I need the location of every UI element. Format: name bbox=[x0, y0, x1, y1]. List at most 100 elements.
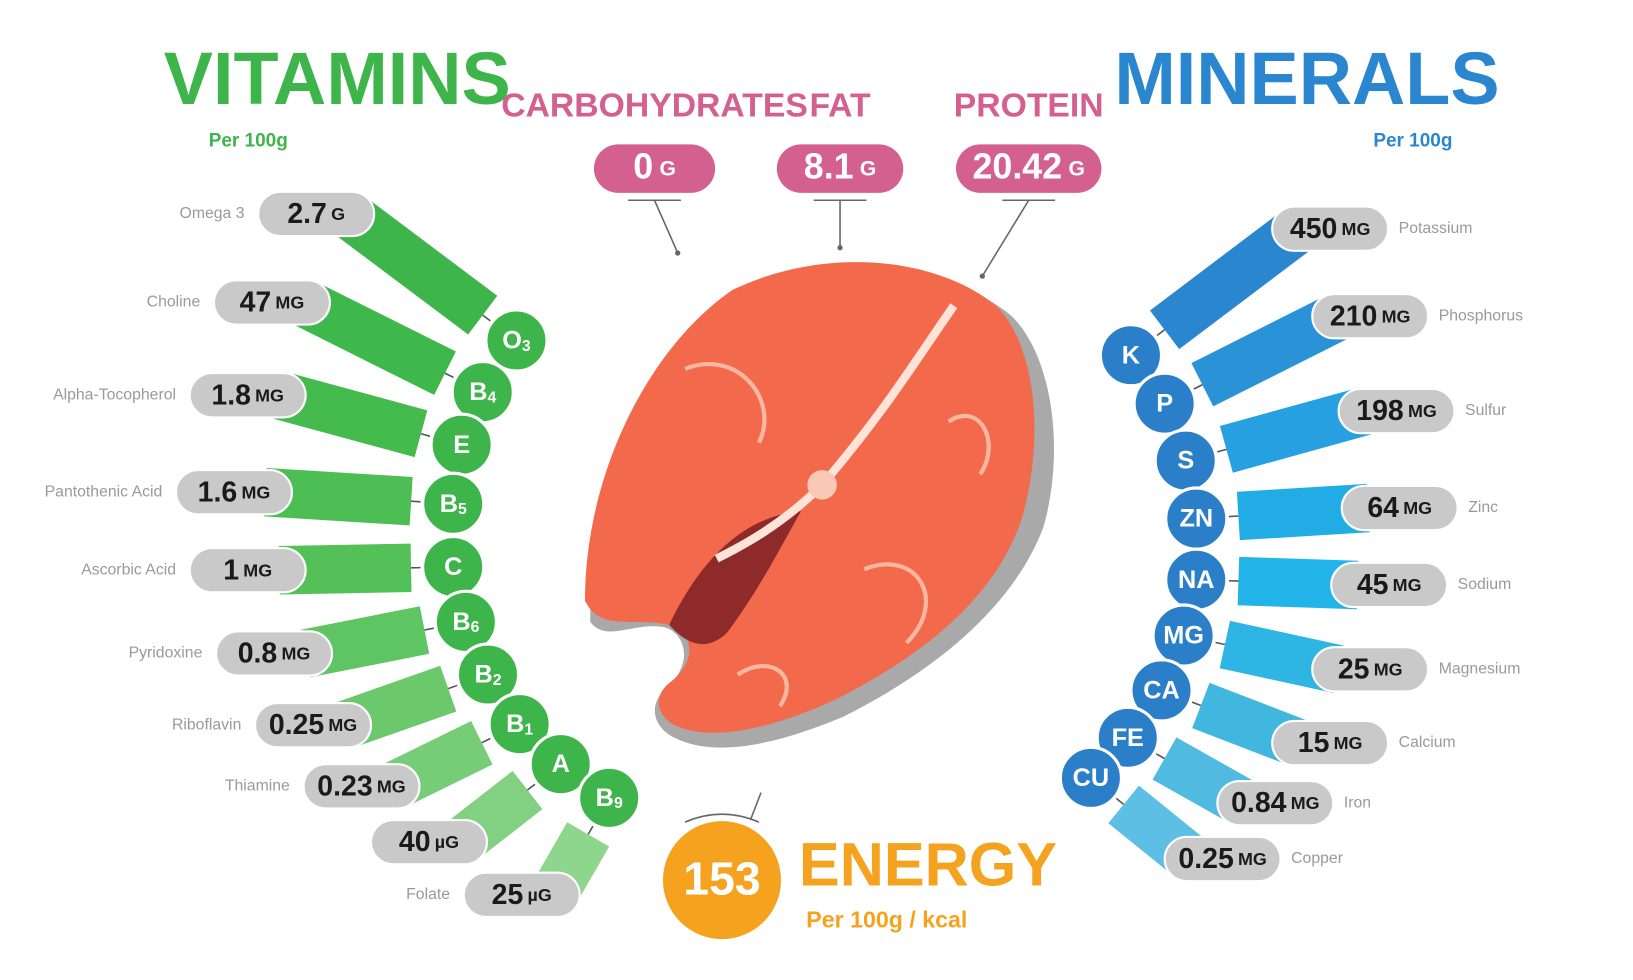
symbol-text: ZN bbox=[1179, 504, 1213, 532]
macro-pill bbox=[593, 144, 716, 193]
symbol: A bbox=[552, 750, 570, 778]
value-text: 25 µG bbox=[492, 878, 552, 910]
value: 198 bbox=[1356, 395, 1403, 427]
nutrient-name: Phosphorus bbox=[1439, 307, 1523, 324]
unit: G bbox=[1068, 157, 1084, 180]
content: VITAMINS Per 100g MINERALS Per 100g 153 … bbox=[45, 37, 1523, 940]
macro-dot bbox=[675, 250, 681, 256]
symbol-sub: 2 bbox=[493, 672, 502, 689]
value: 1.8 bbox=[211, 379, 251, 411]
symbol-text: B6 bbox=[452, 608, 479, 637]
value-text: 0.25 MG bbox=[269, 709, 357, 741]
symbol-text: S bbox=[1177, 446, 1194, 474]
symbol-badge bbox=[1098, 323, 1164, 388]
value-pill bbox=[462, 871, 581, 919]
nutrient-name: Alpha-Tocopherol bbox=[53, 386, 176, 403]
unit: µG bbox=[435, 832, 459, 852]
symbol: B bbox=[440, 490, 458, 518]
value: 40 bbox=[399, 826, 431, 858]
value: 0.25 bbox=[269, 709, 325, 741]
macro-connector bbox=[653, 199, 679, 254]
value-text: 45 MG bbox=[1357, 569, 1422, 601]
salmon-marbling bbox=[684, 362, 991, 708]
value-pill bbox=[1163, 835, 1282, 883]
unit: MG bbox=[1374, 659, 1403, 679]
symbol-text: K bbox=[1122, 341, 1141, 369]
value: 45 bbox=[1357, 569, 1389, 601]
value: 210 bbox=[1330, 300, 1377, 332]
nutrient-name: Choline bbox=[147, 294, 201, 311]
value-pill bbox=[302, 763, 421, 810]
nutrient-name: Omega 3 bbox=[180, 205, 245, 222]
macro-name: PROTEIN bbox=[954, 86, 1104, 124]
value-text: 15 MG bbox=[1298, 727, 1363, 759]
connector-tick bbox=[1156, 329, 1166, 337]
value-pill bbox=[174, 469, 294, 516]
energy-label: ENERGY bbox=[799, 831, 1057, 899]
value: 47 bbox=[240, 286, 272, 318]
symbol: CU bbox=[1073, 764, 1110, 792]
value-text: 40 µG bbox=[399, 826, 459, 858]
symbol-badge bbox=[1095, 705, 1160, 770]
macro-pill bbox=[776, 144, 904, 193]
symbol-text: CA bbox=[1143, 676, 1180, 704]
symbol-badge bbox=[421, 471, 486, 536]
symbol-text: B4 bbox=[469, 378, 496, 407]
value-text: 0.8 MG bbox=[238, 637, 311, 669]
macro-name: FAT bbox=[809, 86, 871, 124]
nutrient-name: Magnesium bbox=[1439, 660, 1521, 677]
unit: MG bbox=[275, 292, 304, 312]
symbol-text: FE bbox=[1112, 724, 1144, 752]
unit: MG bbox=[1238, 849, 1267, 869]
value-pill bbox=[212, 279, 331, 326]
value-text: 1.6 MG bbox=[198, 476, 271, 508]
value: 0.23 bbox=[317, 770, 372, 802]
value-text: 64 MG bbox=[1367, 492, 1432, 524]
symbol-text: MG bbox=[1163, 621, 1204, 649]
energy-subtitle: Per 100g / kcal bbox=[806, 906, 967, 932]
value: 0.25 bbox=[1178, 843, 1234, 875]
macro-dot bbox=[979, 273, 985, 279]
value-text: 0.23 MG bbox=[317, 770, 405, 802]
symbol-badge bbox=[455, 642, 521, 707]
symbol: B bbox=[469, 378, 487, 406]
unit: MG bbox=[243, 560, 272, 580]
connector-tick bbox=[482, 314, 491, 322]
nutrient-name: Sodium bbox=[1458, 576, 1512, 593]
value: 1 bbox=[223, 554, 239, 586]
value-pill bbox=[1311, 293, 1430, 340]
symbol-badge bbox=[1129, 658, 1194, 723]
symbol-text: P bbox=[1156, 389, 1173, 417]
macro-connector bbox=[981, 199, 1030, 277]
connector-tick bbox=[447, 684, 458, 690]
unit: G bbox=[331, 204, 345, 224]
symbol-text: B9 bbox=[596, 784, 623, 813]
connector-bar bbox=[1149, 209, 1314, 350]
value-text: 450 MG bbox=[1290, 212, 1371, 244]
symbol-text: B1 bbox=[506, 710, 533, 739]
symbol-sub: 1 bbox=[524, 722, 533, 739]
macro-name: CARBOHYDRATES bbox=[501, 86, 808, 124]
unit: MG bbox=[1291, 793, 1320, 813]
value-text: 2.7 G bbox=[287, 198, 345, 230]
nutrient-name: Zinc bbox=[1468, 499, 1498, 516]
value-pill bbox=[1311, 646, 1430, 693]
connector-tick bbox=[411, 500, 421, 503]
symbol-badge bbox=[1151, 603, 1216, 668]
connector-tick bbox=[1228, 515, 1239, 518]
connector-tick bbox=[587, 825, 594, 835]
macro-value-text: 20.42 G bbox=[973, 147, 1085, 187]
value-pill bbox=[188, 547, 307, 594]
value-text: 1.8 MG bbox=[211, 379, 284, 411]
value: 64 bbox=[1367, 492, 1399, 524]
symbol: B bbox=[596, 784, 614, 812]
symbol: K bbox=[1122, 341, 1141, 369]
symbol: MG bbox=[1163, 621, 1204, 649]
symbol-text: E bbox=[453, 431, 470, 459]
value-text: 198 MG bbox=[1356, 395, 1437, 427]
energy-circle bbox=[662, 821, 782, 940]
symbol-badge bbox=[577, 765, 642, 831]
unit: MG bbox=[241, 482, 270, 502]
